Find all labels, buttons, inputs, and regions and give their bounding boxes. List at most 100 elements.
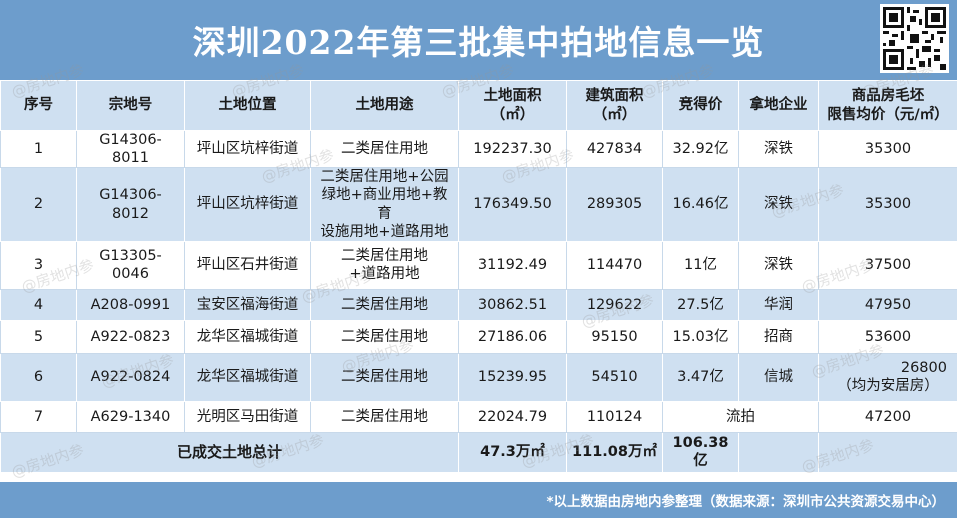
cell-winner: 深铁	[738, 129, 819, 169]
usage-line: 二类居住用地	[341, 141, 428, 158]
usage-line: 二类居住用地	[341, 248, 428, 265]
header-seq: 序号	[0, 80, 77, 131]
cell-location: 光明区马田街道	[184, 400, 311, 433]
cell-build-area: 54510	[566, 352, 663, 402]
cell-build-area: 95150	[566, 319, 663, 354]
qr-code-icon[interactable]	[880, 4, 949, 73]
total-row: 已成交土地总计 47.3万㎡ 111.08万㎡ 106.38亿	[0, 431, 957, 473]
cell-price: 27.5亿	[662, 288, 739, 321]
usage-line: 绿地+商业用地+教育	[321, 187, 448, 222]
cell-build-area: 114470	[566, 240, 663, 290]
cell-usage: 二类居住用地	[310, 319, 459, 354]
total-label: 已成交土地总计	[0, 431, 459, 473]
cell-sale-price: 37500	[818, 240, 957, 290]
table-row: 4 A208-0991 宝安区福海街道 二类居住用地 30862.51 129622 27.…	[0, 288, 957, 321]
cell-parcel: A208-0991	[76, 288, 185, 321]
usage-line: +道路用地	[349, 266, 420, 283]
header-location: 土地位置	[184, 80, 311, 131]
table-header-row: 序号 宗地号 土地位置 土地用途 土地面积 （㎡） 建筑面积 （㎡） 竞得价 拿地企…	[0, 80, 957, 131]
cell-sale-price: 47950	[818, 288, 957, 321]
cell-price: 16.46亿	[662, 167, 739, 242]
cell-sale-price: 26800 （均为安居房）	[818, 352, 957, 402]
cell-price: 3.47亿	[662, 352, 739, 402]
cell-location: 坪山区坑梓街道	[184, 129, 311, 169]
cell-land-area: 176349.50	[458, 167, 567, 242]
usage-line: 二类居住用地	[341, 369, 428, 386]
cell-usage: 二类居住用地 +道路用地	[310, 240, 459, 290]
cell-seq: 3	[0, 240, 77, 290]
cell-build-area: 289305	[566, 167, 663, 242]
table-row: 1 G14306-8011 坪山区坑梓街道 二类居住用地 192237.30 427834…	[0, 129, 957, 169]
cell-seq: 6	[0, 352, 77, 402]
cell-parcel: G13305-0046	[76, 240, 185, 290]
cell-parcel: A922-0823	[76, 319, 185, 354]
cell-parcel: G14306-8011	[76, 129, 185, 169]
cell-parcel: G14306-8012	[76, 167, 185, 242]
table-row: 7 A629-1340 光明区马田街道 二类居住用地 22024.79 110124 流拍 4…	[0, 400, 957, 433]
header-land-area-unit: （㎡）	[490, 106, 535, 123]
cell-location: 龙华区福城街道	[184, 319, 311, 354]
usage-line: 二类居住用地+公园	[320, 169, 449, 186]
cell-sale-price: 53600	[818, 319, 957, 354]
table-row: 2 G14306-8012 坪山区坑梓街道 二类居住用地+公园 绿地+商业用地+教育 设施…	[0, 167, 957, 242]
cell-sale-price: 47200	[818, 400, 957, 433]
cell-land-area: 192237.30	[458, 129, 567, 169]
total-price: 106.38亿	[662, 431, 739, 473]
qr-code-graphic	[883, 7, 946, 70]
table-row: 6 A922-0824 龙华区福城街道 二类居住用地 15239.95 54510 3.47…	[0, 352, 957, 402]
page-title: 深圳2022年第三批集中拍地信息一览	[192, 23, 765, 62]
cell-land-area: 31192.49	[458, 240, 567, 290]
header-usage: 土地用途	[310, 80, 459, 131]
cell-location: 坪山区石井街道	[184, 240, 311, 290]
cell-seq: 7	[0, 400, 77, 433]
cell-seq: 2	[0, 167, 77, 242]
cell-parcel: A629-1340	[76, 400, 185, 433]
header-sale-price-unit: 限售均价（元/㎡）	[827, 106, 949, 123]
header-land-area: 土地面积 （㎡）	[458, 80, 567, 131]
sale-price-line: 35300	[864, 196, 912, 213]
cell-usage: 二类居住用地	[310, 288, 459, 321]
source-footer: *以上数据由房地内参整理（数据来源：深圳市公共资源交易中心）	[0, 482, 957, 518]
cell-sale-price: 35300	[818, 167, 957, 242]
usage-line: 二类居住用地	[341, 296, 428, 313]
cell-parcel: A922-0824	[76, 352, 185, 402]
cell-location: 宝安区福海街道	[184, 288, 311, 321]
cell-winner: 深铁	[738, 240, 819, 290]
header-build-area-label: 建筑面积	[585, 88, 644, 105]
cell-usage: 二类居住用地	[310, 129, 459, 169]
cell-usage: 二类居住用地+公园 绿地+商业用地+教育 设施用地+道路用地	[310, 167, 459, 242]
sale-price-line: 26800	[900, 360, 947, 377]
cell-land-area: 27186.06	[458, 319, 567, 354]
cell-winner: 招商	[738, 319, 819, 354]
sale-price-line: 35300	[864, 141, 912, 158]
cell-location: 龙华区福城街道	[184, 352, 311, 402]
header-winner: 拿地企业	[738, 80, 819, 131]
cell-sale-price: 35300	[818, 129, 957, 169]
header-sale-price-label: 商品房毛坯	[851, 88, 925, 105]
cell-seq: 4	[0, 288, 77, 321]
total-empty-2	[818, 431, 957, 473]
cell-usage: 二类居住用地	[310, 352, 459, 402]
source-note: *以上数据由房地内参整理（数据来源：深圳市公共资源交易中心）	[546, 494, 945, 510]
cell-land-area: 15239.95	[458, 352, 567, 402]
land-auction-table: 序号 宗地号 土地位置 土地用途 土地面积 （㎡） 建筑面积 （㎡） 竞得价 拿地企…	[0, 80, 957, 473]
usage-line: 二类居住用地	[341, 328, 428, 345]
header-parcel: 宗地号	[76, 80, 185, 131]
cell-location: 坪山区坑梓街道	[184, 167, 311, 242]
cell-price: 15.03亿	[662, 319, 739, 354]
header-build-area-unit: （㎡）	[592, 106, 637, 123]
header-sale-price: 商品房毛坯 限售均价（元/㎡）	[818, 80, 957, 131]
sale-price-line: 37500	[864, 257, 912, 274]
cell-land-area: 22024.79	[458, 400, 567, 433]
table-row: 5 A922-0823 龙华区福城街道 二类居住用地 27186.06 95150 15.0…	[0, 319, 957, 354]
cell-seq: 5	[0, 319, 77, 354]
cell-winner: 华润	[738, 288, 819, 321]
total-empty-1	[738, 431, 819, 473]
cell-winner: 深铁	[738, 167, 819, 242]
sale-price-line: 47950	[864, 296, 912, 313]
sale-price-line: （均为安居房）	[837, 378, 939, 395]
header-build-area: 建筑面积 （㎡）	[566, 80, 663, 131]
cell-price: 11亿	[662, 240, 739, 290]
header-price: 竞得价	[662, 80, 739, 131]
table-body: 1 G14306-8011 坪山区坑梓街道 二类居住用地 192237.30 427834…	[0, 129, 957, 433]
